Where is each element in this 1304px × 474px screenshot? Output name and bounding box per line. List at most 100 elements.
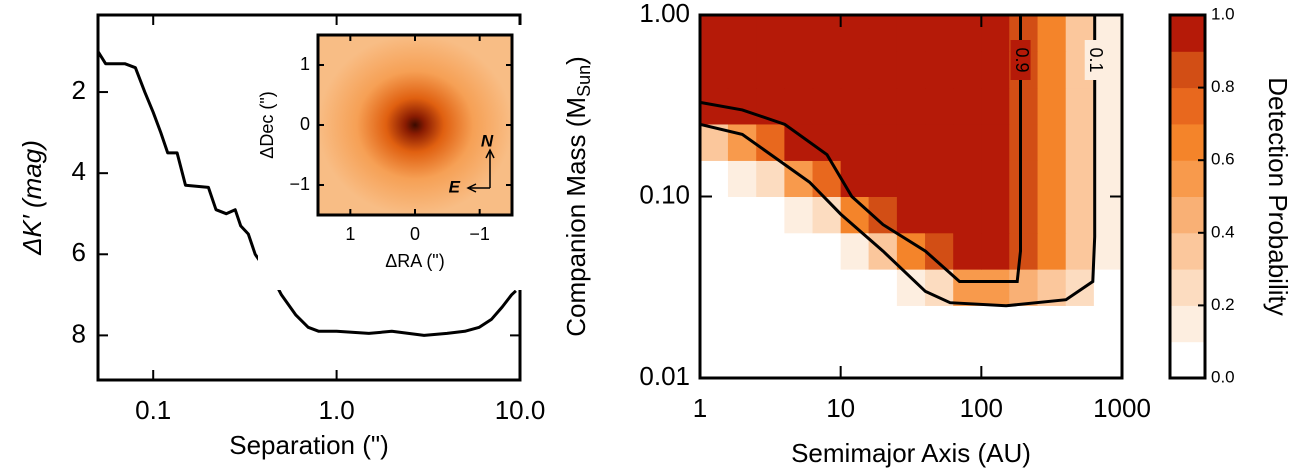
x-tick-label: 1 [345, 224, 355, 244]
heatmap-cell [756, 269, 785, 306]
colorbar-segment [1170, 15, 1205, 52]
compass-arrows [466, 148, 495, 193]
heatmap-cell [812, 269, 842, 306]
heatmap-cell [727, 87, 757, 125]
heatmap-cell [981, 232, 1010, 270]
heatmap-cell [981, 123, 1010, 161]
x-tick-label: 10.0 [495, 395, 546, 425]
y-axis-label-close: ) [561, 56, 591, 65]
heatmap-cell [896, 87, 926, 125]
heatmap-cell [1065, 87, 1095, 125]
heatmap-cell [1009, 269, 1039, 306]
heatmap-cell [1093, 269, 1123, 306]
heatmap-cell [784, 51, 814, 89]
heatmap-cell [953, 51, 982, 89]
heatmap-cell [1009, 87, 1039, 125]
heatmap-cell [756, 232, 785, 270]
heatmap-cell [953, 196, 982, 234]
colorbar-tick-label: 0.6 [1211, 150, 1235, 169]
heatmap-cell [1065, 269, 1095, 306]
colorbar-segment [1170, 123, 1205, 161]
heatmap-cell [896, 305, 926, 343]
heatmap-cell [1037, 196, 1067, 234]
colorbar-segment [1170, 232, 1205, 270]
heatmap-cell [784, 232, 814, 270]
colorbar-tick-label: 1.0 [1211, 4, 1235, 23]
y-axis-label: ΔK′ (mag) [17, 140, 47, 256]
heatmap-cell [868, 87, 898, 125]
heatmap-cell [896, 341, 926, 379]
heatmap-cell [1065, 123, 1095, 161]
heatmap-cell [727, 15, 757, 52]
heatmap-cell [1037, 51, 1067, 89]
heatmap-cell [700, 305, 729, 343]
colorbar-tick-label: 0.4 [1211, 222, 1235, 241]
y-tick-label: 0.10 [639, 179, 690, 209]
heatmap-cell [953, 15, 982, 52]
heatmap-cell [953, 160, 982, 197]
heatmap-cell [727, 232, 757, 270]
y-tick-label: 1.00 [639, 0, 690, 28]
heatmap-cell [868, 123, 898, 161]
y-tick-label: 6 [72, 237, 86, 267]
x-axis-label: Semimajor Axis (AU) [791, 438, 1031, 468]
heatmap-cell [953, 232, 982, 270]
heatmap-cell [1065, 196, 1095, 234]
heatmap-cell [981, 15, 1010, 52]
heatmap-cell [981, 305, 1010, 343]
heatmap-cell [953, 269, 982, 306]
heatmap-cell [812, 341, 842, 379]
heatmap-cell [840, 87, 870, 125]
colorbar-tick-label: 0.2 [1211, 295, 1235, 314]
heatmap-cell [784, 15, 814, 52]
heatmap-cell [925, 196, 954, 234]
heatmap-cell [727, 341, 757, 379]
heatmap-cell [981, 196, 1010, 234]
heatmap-cell [756, 341, 785, 379]
heatmap-cell [1037, 232, 1067, 270]
heatmap-cell [700, 341, 729, 379]
heatmap-cell [953, 87, 982, 125]
heatmap-cell [756, 305, 785, 343]
heatmap-cell [1037, 87, 1067, 125]
colorbar-segment [1170, 87, 1205, 125]
inset-image [318, 35, 512, 215]
inset-y-label: ΔDec (") [257, 91, 277, 158]
colorbar-segment [1170, 341, 1205, 379]
heatmap-cell [756, 196, 785, 234]
y-axis-label-sub: Sun [574, 65, 594, 97]
heatmap-cell [981, 341, 1010, 379]
heatmap-cell [925, 15, 954, 52]
heatmap-cell [1065, 232, 1095, 270]
contour-line [699, 15, 1097, 308]
y-axis-label-main: Companion Mass (M [561, 97, 591, 337]
colorbar-label: Detection Probability [1263, 77, 1293, 315]
plot-frame [1168, 13, 1207, 380]
heatmap-cell [868, 341, 898, 379]
heatmap-cell [1009, 232, 1039, 270]
heatmap-cell [1009, 341, 1039, 379]
heatmap-cell [896, 232, 926, 270]
heatmap-cell [840, 123, 870, 161]
heatmap-cell [700, 51, 729, 89]
heatmap-cell [812, 51, 842, 89]
colorbar-segment [1170, 196, 1205, 234]
heatmap-cell [981, 51, 1010, 89]
x-tick-label: 0 [410, 224, 420, 244]
heatmap-cell [840, 51, 870, 89]
heatmap-cell [868, 51, 898, 89]
x-axis-label: Separation (") [229, 430, 389, 460]
heatmap-cell [727, 160, 757, 197]
heatmap-cell [981, 269, 1010, 306]
heatmap-cell [840, 160, 870, 197]
y-tick-label: 1 [300, 54, 310, 74]
contour-label-bg [1010, 40, 1031, 80]
heatmap-cell [700, 160, 729, 197]
heatmap-cell [1009, 196, 1039, 234]
y-tick-label: 4 [72, 156, 86, 186]
contour-label: 0.9 [1012, 47, 1032, 72]
y-tick-label: 2 [72, 75, 86, 105]
heatmap-cell [953, 305, 982, 343]
heatmap-cell [1037, 15, 1067, 52]
